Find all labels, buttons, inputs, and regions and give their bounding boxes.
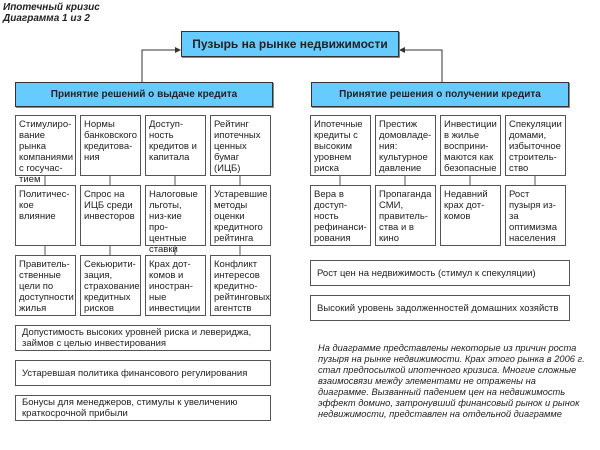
right-factor-box: Инвестиции в жилье восприни-маются как б… <box>440 115 501 176</box>
right-factor-box: Пропаганда СМИ, правитель-ства и в кино <box>375 185 436 246</box>
left-header: Принятие решений о выдаче кредита <box>15 82 273 107</box>
right-wide-box: Рост цен на недвижимость (стимул к спеку… <box>310 260 570 286</box>
diagram-title: Ипотечный кризис Диаграмма 1 из 2 <box>3 2 100 24</box>
left-factor-box: Секьюрити-зация, страхование кредитных р… <box>80 255 141 316</box>
left-factor-box: Устаревшие методы оценки кредитного рейт… <box>210 185 271 246</box>
left-wide-box: Устаревшая политика финансового регулиро… <box>15 360 271 386</box>
right-factor-box: Вера в доступ-ность рефинанси-рования <box>310 185 371 246</box>
left-factor-box: Спрос на ИЦБ среди инвесторов <box>80 185 141 246</box>
left-factor-box: Правитель-ственные цели по доступности ж… <box>15 255 76 316</box>
left-wide-box: Допустимость высоких уровней риска и лев… <box>15 325 271 351</box>
left-factor-box: Нормы банковского кредитова-ния <box>80 115 141 176</box>
right-factor-box: Престиж домовладе-ния: культурное давлен… <box>375 115 436 176</box>
arrow-right-to-root <box>399 47 443 82</box>
title-line-1: Ипотечный кризис <box>3 2 100 13</box>
root-node: Пузырь на рынке недвижимости <box>181 31 399 57</box>
right-wide-box: Высокий уровень задолженностей домашних … <box>310 295 570 321</box>
right-factor-box: Недавний крах дот-комов <box>440 185 501 246</box>
left-factor-box: Налоговые льготы, низ-кие про-центные ст… <box>145 185 206 255</box>
title-line-2: Диаграмма 1 из 2 <box>3 13 90 24</box>
left-factor-box: Доступ-ность кредитов и капитала <box>145 115 206 176</box>
right-factor-box: Рост пузыря из-за оптимизма населения <box>505 185 566 246</box>
left-factor-box: Политичес-кое влияние <box>15 185 76 246</box>
left-factor-box: Стимулиро-вание рынка компаниями с госуч… <box>15 115 76 185</box>
right-factor-box: Спекуляции домами, избыточное строитель-… <box>505 115 566 176</box>
left-wide-box: Бонусы для менеджеров, стимулы к увеличе… <box>15 395 271 421</box>
note-text: На диаграмме представлены некоторые из п… <box>318 343 585 419</box>
left-factor-box: Рейтинг ипотечных ценных бумаг (ИЦБ) <box>210 115 271 176</box>
left-factor-box: Крах дот-комов и иностран-ные инвестиции <box>145 255 206 316</box>
right-factor-box: Ипотечные кредиты с высоким уровнем риск… <box>310 115 371 176</box>
left-factor-box: Конфликт интересов кредитно-рейтинговых … <box>210 255 271 316</box>
right-header: Принятие решения о получении кредита <box>311 82 569 107</box>
arrow-left-to-root <box>141 47 181 82</box>
